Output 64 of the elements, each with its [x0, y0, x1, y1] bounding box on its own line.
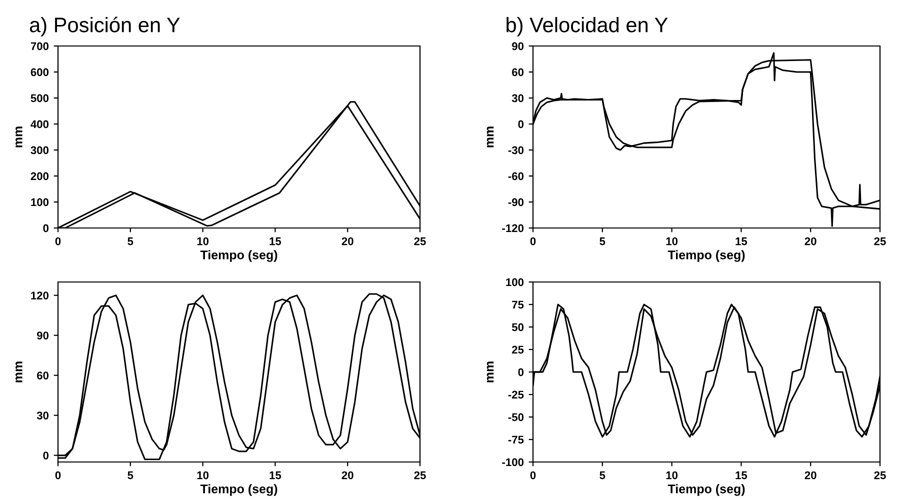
x-tick-label: 15: [270, 237, 282, 246]
y-tick-label: -50: [508, 413, 524, 422]
y-tick-label: 120: [31, 292, 49, 300]
x-tick-label: 0: [530, 237, 536, 246]
y-tick-label: 0: [518, 120, 524, 128]
y-tick-label: -90: [508, 198, 524, 206]
y-axis-title: mm: [16, 362, 22, 382]
y-tick-label: 90: [37, 332, 49, 340]
y-tick-label: -25: [508, 390, 524, 399]
x-tick-label: 10: [666, 471, 678, 480]
x-axis-title: Tiempo (seg): [200, 484, 278, 496]
y-tick-label: -100: [502, 458, 524, 466]
x-tick-label: 0: [530, 471, 536, 480]
y-axis-title: mm: [486, 362, 494, 382]
y-tick-label: 500: [30, 94, 49, 102]
x-tick-label: 20: [342, 471, 354, 480]
x-axis-title: Tiempo (seg): [668, 484, 745, 496]
y-axis-title: mm: [486, 126, 494, 148]
y-tick-label: 25: [512, 346, 524, 354]
y-tick-label: 0: [43, 224, 49, 232]
y-tick-label: 30: [512, 94, 524, 102]
x-tick-label: 20: [804, 237, 816, 246]
y-tick-label: -120: [502, 224, 524, 232]
y-tick-label: 300: [30, 146, 49, 154]
x-tick-label: 20: [804, 471, 816, 480]
y-tick-label: -60: [508, 172, 524, 180]
y-tick-label: 0: [43, 452, 49, 460]
x-tick-label: 0: [55, 471, 61, 480]
chart-title: a) Posición en Y: [30, 16, 180, 36]
x-tick-label: 15: [270, 471, 282, 480]
y-tick-label: 60: [37, 372, 49, 380]
x-tick-label: 5: [600, 237, 606, 246]
y-tick-label: 50: [512, 323, 524, 332]
y-tick-label: -30: [508, 146, 524, 154]
y-tick-label: 400: [30, 120, 49, 128]
x-tick-label: 15: [736, 237, 748, 246]
y-tick-label: 100: [31, 198, 49, 206]
x-tick-label: 5: [128, 237, 134, 246]
x-tick-label: 5: [600, 471, 606, 480]
x-tick-label: 0: [55, 237, 61, 246]
y-tick-label: 60: [512, 68, 524, 76]
x-axis-title: Tiempo (seg): [668, 250, 745, 262]
x-tick-label: 20: [342, 237, 354, 246]
x-tick-label: 15: [736, 471, 748, 480]
x-tick-label: 5: [128, 471, 134, 480]
x-tick-label: 10: [197, 471, 209, 480]
y-tick-label: 0: [518, 368, 524, 376]
y-tick-label: 600: [30, 68, 49, 76]
y-tick-label: 700: [30, 42, 49, 50]
x-tick-label: 25: [874, 237, 886, 246]
y-tick-label: 100: [506, 278, 524, 286]
y-tick-label: 200: [30, 172, 49, 180]
y-axis-title: mm: [16, 126, 22, 148]
x-tick-label: 25: [874, 471, 886, 480]
y-tick-label: -75: [508, 436, 524, 444]
x-axis-title: Tiempo (seg): [200, 250, 278, 262]
y-tick-label: 90: [512, 42, 524, 50]
x-tick-label: 10: [197, 237, 209, 246]
y-tick-label: 75: [512, 300, 524, 309]
y-tick-label: 30: [36, 412, 49, 420]
chart-title: b) Velocidad en Y: [506, 17, 668, 36]
x-tick-label: 25: [414, 471, 426, 480]
x-tick-label: 10: [666, 237, 678, 246]
x-tick-label: 25: [414, 237, 426, 246]
